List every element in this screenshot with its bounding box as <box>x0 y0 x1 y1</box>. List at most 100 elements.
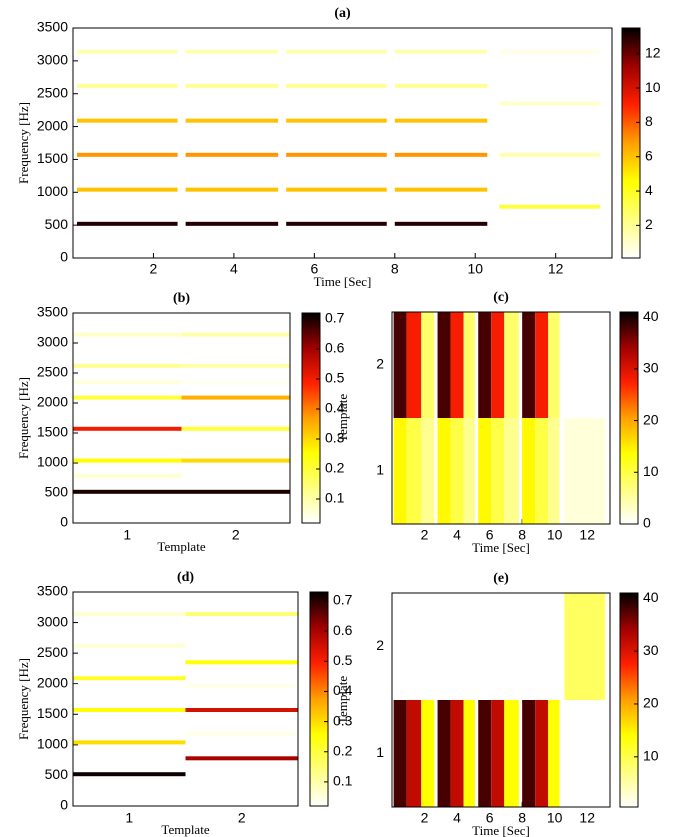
plot-frame <box>72 591 299 807</box>
colorbar-tick-label: 0.4 <box>325 400 345 416</box>
heat-cell <box>185 152 279 157</box>
heat-cell <box>463 593 475 700</box>
heat-cell <box>463 312 475 418</box>
y-tick-label: 3500 <box>37 19 68 35</box>
heat-cell <box>73 458 182 463</box>
heat-cell <box>564 418 606 524</box>
chart-title: (e) <box>493 571 509 586</box>
heat-cell <box>286 118 387 123</box>
heat-cell <box>77 204 178 209</box>
x-tick-label: 10 <box>547 810 563 826</box>
x-tick-label: 8 <box>518 527 526 543</box>
y-tick-label: 2500 <box>37 84 68 100</box>
y-tick-label: 1000 <box>37 183 68 199</box>
heat-cell <box>394 118 488 123</box>
heat-cell <box>73 474 182 479</box>
heat-cell <box>181 426 290 431</box>
heat-cell <box>185 772 298 777</box>
heat-cell <box>77 83 178 88</box>
x-tick-label: 12 <box>579 527 595 543</box>
heat-cell <box>185 118 279 123</box>
y-axis-label: Template <box>335 394 350 442</box>
colorbar-tick-label: 0.7 <box>333 592 353 608</box>
heat-cell <box>406 312 422 418</box>
heat-cell <box>77 221 178 226</box>
heat-cell <box>463 700 475 807</box>
y-tick-label: 1 <box>376 744 384 760</box>
y-axis-label: Template <box>335 676 350 724</box>
colorbar-tick-label: 0.5 <box>333 652 353 668</box>
y-tick-label: 0 <box>60 514 68 530</box>
chart-title: (a) <box>334 6 351 21</box>
heat-cell <box>450 418 464 524</box>
colorbar-tick-label: 10 <box>645 79 661 95</box>
x-axis-label: Time [Sec] <box>314 274 372 289</box>
y-tick-label: 1500 <box>37 424 68 440</box>
heat-cell <box>286 101 387 106</box>
y-tick-label: 1500 <box>37 150 68 166</box>
heat-cell <box>185 83 279 88</box>
heat-cell <box>73 684 186 689</box>
heat-cell <box>185 731 298 736</box>
colorbar-tick-label: 8 <box>645 113 653 129</box>
heat-cell <box>73 426 182 431</box>
heat-cell <box>181 474 290 479</box>
heat-cell <box>73 731 186 736</box>
heat-cell <box>73 395 182 400</box>
heat-cell <box>548 593 560 700</box>
x-axis-label: Time [Sec] <box>472 540 530 555</box>
heat-cell <box>548 312 560 418</box>
heat-cell <box>499 49 600 54</box>
heat-cell <box>77 118 178 123</box>
heat-cell <box>185 676 298 681</box>
heat-cell <box>73 676 186 681</box>
heat-cell <box>73 489 182 494</box>
heat-cell <box>437 312 451 418</box>
y-tick-label: 3000 <box>37 334 68 350</box>
heat-cell <box>286 152 387 157</box>
y-tick-label: 500 <box>45 216 69 232</box>
colorbar-tick-label: 6 <box>645 147 653 163</box>
heat-cell <box>185 101 279 106</box>
y-tick-label: 0 <box>60 797 68 813</box>
heat-cell <box>535 418 549 524</box>
colorbar <box>619 311 639 525</box>
colorbar <box>309 591 329 807</box>
x-tick-label: 6 <box>486 527 494 543</box>
heat-cell <box>504 593 519 700</box>
colorbar-tick-label: 10 <box>643 463 659 479</box>
heat-cell <box>181 363 290 368</box>
y-axis-label: Frequency [Hz] <box>16 377 31 459</box>
heat-cell <box>73 740 186 745</box>
heat-cell <box>73 708 186 713</box>
colorbar-tick-label: 0.5 <box>325 370 345 386</box>
colorbar-tick-label: 20 <box>643 411 659 427</box>
plot-frame <box>72 312 291 524</box>
heat-cell <box>548 418 560 524</box>
heat-cell <box>421 700 435 807</box>
heat-cell <box>535 312 549 418</box>
y-tick-label: 3000 <box>37 52 68 68</box>
colorbar-tick-label: 0.2 <box>333 742 353 758</box>
plot-area <box>73 28 612 258</box>
colorbar-tick-label: 4 <box>645 182 653 198</box>
chart-title: (b) <box>173 291 190 306</box>
y-tick-label: 0 <box>60 249 68 265</box>
heat-cell <box>181 332 290 337</box>
y-axis-label: Frequency [Hz] <box>16 658 31 740</box>
heat-cell <box>181 489 290 494</box>
colorbar-tick-label: 0.1 <box>333 773 353 789</box>
colorbar <box>619 592 639 808</box>
y-tick-label: 1500 <box>37 705 68 721</box>
heat-cell <box>393 418 407 524</box>
plot-frame <box>391 311 611 525</box>
x-axis-label: Template <box>161 822 209 837</box>
heat-cell <box>181 395 290 400</box>
heat-cell <box>185 684 298 689</box>
heat-cell <box>73 380 182 384</box>
heat-cell <box>522 700 536 807</box>
heat-cell <box>406 418 422 524</box>
heat-cell <box>478 593 492 700</box>
heat-cell <box>73 756 186 761</box>
